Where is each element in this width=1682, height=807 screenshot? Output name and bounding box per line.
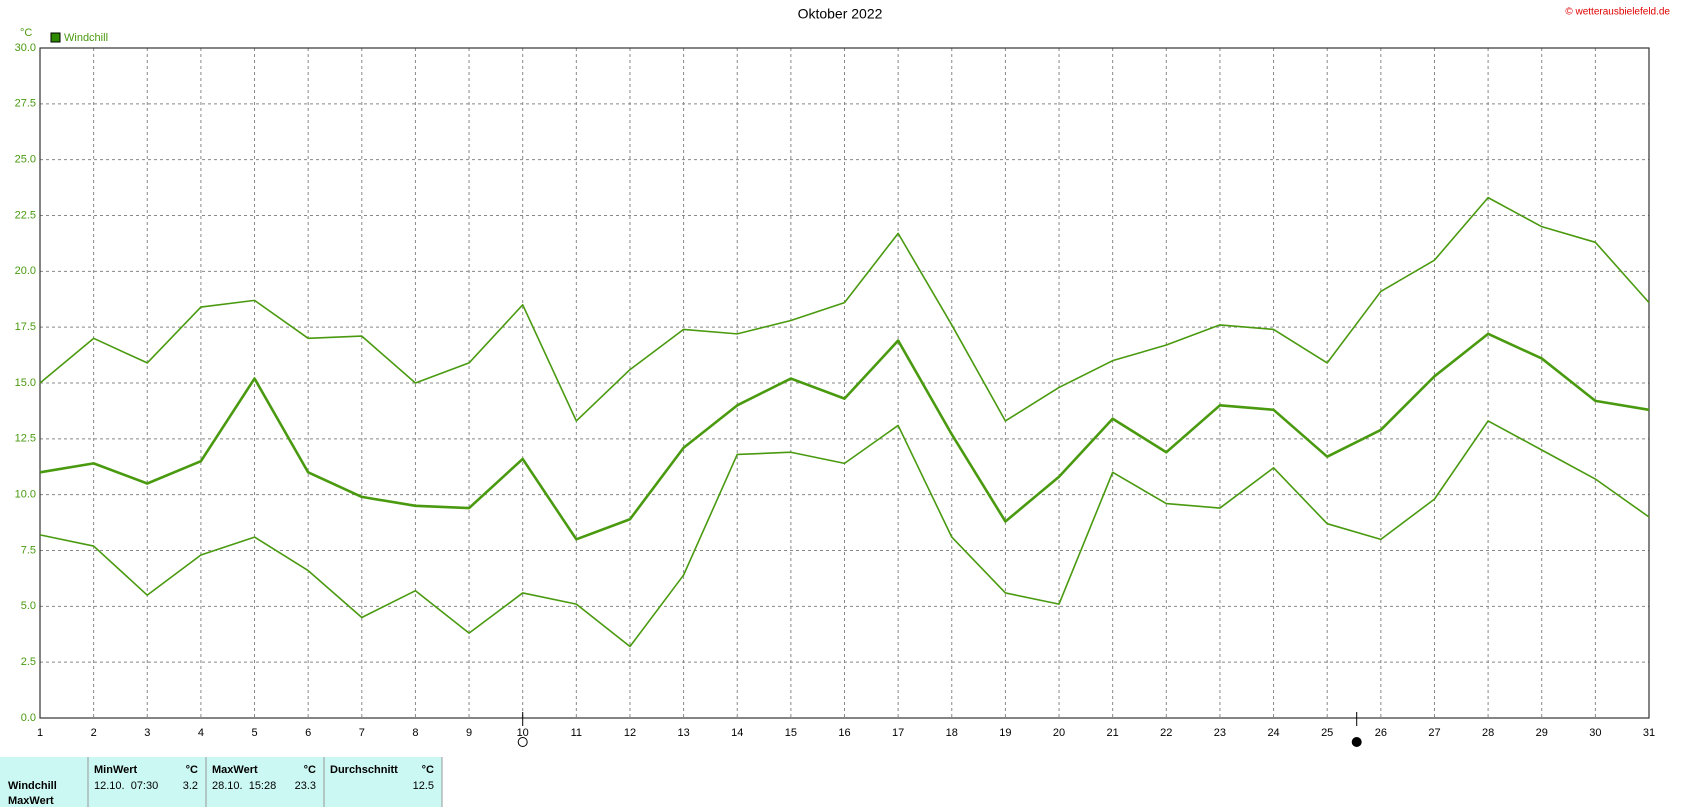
x-tick-label: 25 <box>1321 727 1333 739</box>
x-tick-label: 11 <box>571 727 582 739</box>
x-tick-label: 22 <box>1160 727 1172 739</box>
y-unit: °C <box>20 27 32 39</box>
x-tick-label: 5 <box>251 727 257 739</box>
y-tick-label: 10.0 <box>15 489 36 501</box>
y-tick-label: 27.5 <box>15 98 36 110</box>
series-line <box>39 332 1650 541</box>
x-tick-label: 31 <box>1643 727 1655 739</box>
x-tick-label: 26 <box>1375 727 1387 739</box>
full-moon <box>517 737 528 747</box>
x-tick-label: 7 <box>359 727 365 739</box>
legend-swatch <box>50 32 61 43</box>
x-tick-label: 3 <box>144 727 150 739</box>
credit: © wetterausbielefeld.de <box>1565 7 1670 18</box>
x-tick-label: 24 <box>1267 727 1279 739</box>
x-tick-label: 23 <box>1214 727 1226 739</box>
x-tick-label: 9 <box>466 727 472 739</box>
x-tick-label: 18 <box>946 727 958 739</box>
y-tick-label: 30.0 <box>15 42 36 54</box>
x-tick-label: 29 <box>1536 727 1548 739</box>
chart-title: Oktober 2022 <box>798 6 883 22</box>
series-line <box>39 420 1650 648</box>
table-cell: 23.3 <box>295 780 316 792</box>
x-tick-label: 30 <box>1589 727 1601 739</box>
x-tick-label: 2 <box>91 727 97 739</box>
x-tick-label: 12 <box>624 727 636 739</box>
table-row-label: Windchill <box>8 780 57 792</box>
x-tick-label: 13 <box>677 727 689 739</box>
y-tick-label: 22.5 <box>15 209 36 221</box>
x-tick-label: 20 <box>1053 727 1065 739</box>
x-tick-label: 6 <box>305 727 311 739</box>
y-tick-label: 15.0 <box>15 377 36 389</box>
table-header: °C <box>186 764 198 776</box>
x-tick-label: 19 <box>999 727 1011 739</box>
x-tick-label: 14 <box>731 727 743 739</box>
x-tick-label: 16 <box>838 727 850 739</box>
table-row-label: MaxWert <box>8 795 54 807</box>
table-header: °C <box>304 764 316 776</box>
x-tick-label: 15 <box>785 727 797 739</box>
x-tick-label: 10 <box>517 727 529 739</box>
x-tick-label: 17 <box>892 727 904 739</box>
table-cell: 12.5 <box>413 780 434 792</box>
y-tick-label: 17.5 <box>15 321 36 333</box>
table-header: MaxWert <box>212 764 258 776</box>
table-header: Durchschnitt <box>330 764 398 776</box>
table-bg <box>0 757 442 807</box>
y-tick-label: 5.0 <box>21 600 36 612</box>
x-tick-label: 1 <box>37 727 43 739</box>
y-tick-label: 0.0 <box>21 712 36 724</box>
y-tick-label: 12.5 <box>15 433 36 445</box>
series-line <box>39 196 1650 422</box>
x-tick-label: 8 <box>412 727 418 739</box>
table-cell: 12.10. 07:30 <box>94 780 158 792</box>
y-tick-label: 2.5 <box>21 656 36 668</box>
new-moon <box>1351 737 1362 747</box>
x-tick-label: 28 <box>1482 727 1494 739</box>
x-tick-label: 4 <box>198 727 204 739</box>
table-header: MinWert <box>94 764 138 776</box>
table-cell: 28.10. 15:28 <box>212 780 276 792</box>
y-tick-label: 25.0 <box>15 154 36 166</box>
x-tick-label: 21 <box>1107 727 1119 739</box>
x-tick-label: 27 <box>1428 727 1440 739</box>
legend-label: Windchill <box>64 32 108 44</box>
y-tick-label: 7.5 <box>21 544 36 556</box>
y-tick-label: 20.0 <box>15 265 36 277</box>
table-header: °C <box>422 764 434 776</box>
table-cell: 3.2 <box>183 780 198 792</box>
